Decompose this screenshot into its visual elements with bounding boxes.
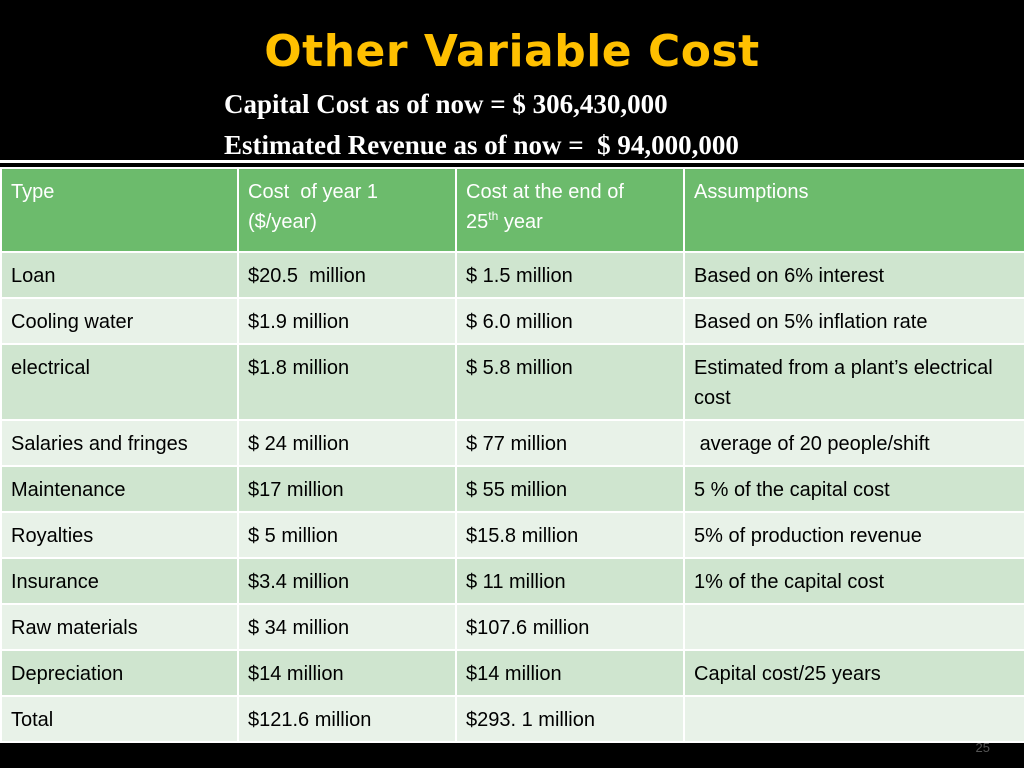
cell-cost-year1: $20.5 million — [237, 251, 457, 299]
cell-cost-year1: $ 5 million — [237, 511, 457, 559]
cell-assumptions — [683, 603, 1024, 651]
header-type: Type — [0, 167, 239, 253]
header-cost-year1: Cost of year 1 ($/year) — [237, 167, 457, 253]
slide-title: Other Variable Cost — [264, 26, 760, 77]
cell-cost-year1: $ 34 million — [237, 603, 457, 651]
table-row: Raw materials $ 34 million $107.6 millio… — [0, 603, 1024, 651]
cell-type: electrical — [0, 343, 239, 421]
cell-assumptions: 1% of the capital cost — [683, 557, 1024, 605]
table-row: Maintenance $17 million $ 55 million 5 %… — [0, 465, 1024, 513]
cell-type: Cooling water — [0, 297, 239, 345]
cell-cost-year1: $3.4 million — [237, 557, 457, 605]
cell-cost-end: $ 5.8 million — [455, 343, 685, 421]
cell-cost-end: $107.6 million — [455, 603, 685, 651]
cell-type: Royalties — [0, 511, 239, 559]
cell-cost-year1: $17 million — [237, 465, 457, 513]
cell-cost-end: $293. 1 million — [455, 695, 685, 743]
cell-assumptions: Capital cost/25 years — [683, 649, 1024, 697]
cell-cost-end: $ 1.5 million — [455, 251, 685, 299]
cell-cost-year1: $14 million — [237, 649, 457, 697]
table-row: Royalties $ 5 million $15.8 million 5% o… — [0, 511, 1024, 559]
header-assumptions: Assumptions — [683, 167, 1024, 253]
header-cost-end-num: 25 — [466, 211, 489, 233]
capital-cost-line: Capital Cost as of now = $ 306,430,000 — [224, 89, 668, 119]
cell-cost-end: $ 77 million — [455, 419, 685, 467]
cell-type: Raw materials — [0, 603, 239, 651]
table-row: Insurance $3.4 million $ 11 million 1% o… — [0, 557, 1024, 605]
header-cost-year1-line2: ($/year) — [248, 211, 317, 233]
table-row: Depreciation $14 million $14 million Cap… — [0, 649, 1024, 697]
cell-type: Salaries and fringes — [0, 419, 239, 467]
cell-cost-end: $15.8 million — [455, 511, 685, 559]
cell-type: Total — [0, 695, 239, 743]
header-cost-end-suffix: year — [498, 211, 543, 233]
table-row: Loan $20.5 million $ 1.5 million Based o… — [0, 251, 1024, 299]
header-cost-end: Cost at the end of 25th year — [455, 167, 685, 253]
cell-assumptions: 5% of production revenue — [683, 511, 1024, 559]
cell-type: Depreciation — [0, 649, 239, 697]
table-row: electrical $1.8 million $ 5.8 million Es… — [0, 343, 1024, 421]
variable-cost-table: Type Cost of year 1 ($/year) Cost at the … — [0, 167, 1024, 743]
table-row: Salaries and fringes $ 24 million $ 77 m… — [0, 419, 1024, 467]
table-header-row: Type Cost of year 1 ($/year) Cost at the … — [0, 167, 1024, 253]
estimated-revenue-line: Estimated Revenue as of now = $ 94,000,0… — [224, 130, 739, 160]
cell-type: Insurance — [0, 557, 239, 605]
cell-assumptions: Based on 5% inflation rate — [683, 297, 1024, 345]
cell-cost-end: $ 6.0 million — [455, 297, 685, 345]
cell-assumptions: 5 % of the capital cost — [683, 465, 1024, 513]
header-divider — [0, 160, 1024, 163]
cell-type: Maintenance — [0, 465, 239, 513]
table-row: Cooling water $1.9 million $ 6.0 million… — [0, 297, 1024, 345]
cell-cost-end: $ 55 million — [455, 465, 685, 513]
cell-cost-year1: $1.8 million — [237, 343, 457, 421]
cell-cost-end: $ 11 million — [455, 557, 685, 605]
cell-type: Loan — [0, 251, 239, 299]
cell-assumptions: average of 20 people/shift — [683, 419, 1024, 467]
table-row-total: Total $121.6 million $293. 1 million — [0, 695, 1024, 743]
cell-cost-year1: $121.6 million — [237, 695, 457, 743]
cell-cost-year1: $ 24 million — [237, 419, 457, 467]
header-cost-end-sup: th — [488, 209, 499, 223]
cell-assumptions: Based on 6% interest — [683, 251, 1024, 299]
cell-cost-end: $14 million — [455, 649, 685, 697]
cell-cost-year1: $1.9 million — [237, 297, 457, 345]
header-cost-year1-line1: Cost of year 1 — [248, 181, 379, 203]
header-cost-end-prefix: Cost at the end of — [466, 181, 624, 203]
page-number: 25 — [975, 740, 990, 755]
cell-assumptions — [683, 695, 1024, 743]
cell-assumptions: Estimated from a plant’s electrical cost — [683, 343, 1024, 421]
